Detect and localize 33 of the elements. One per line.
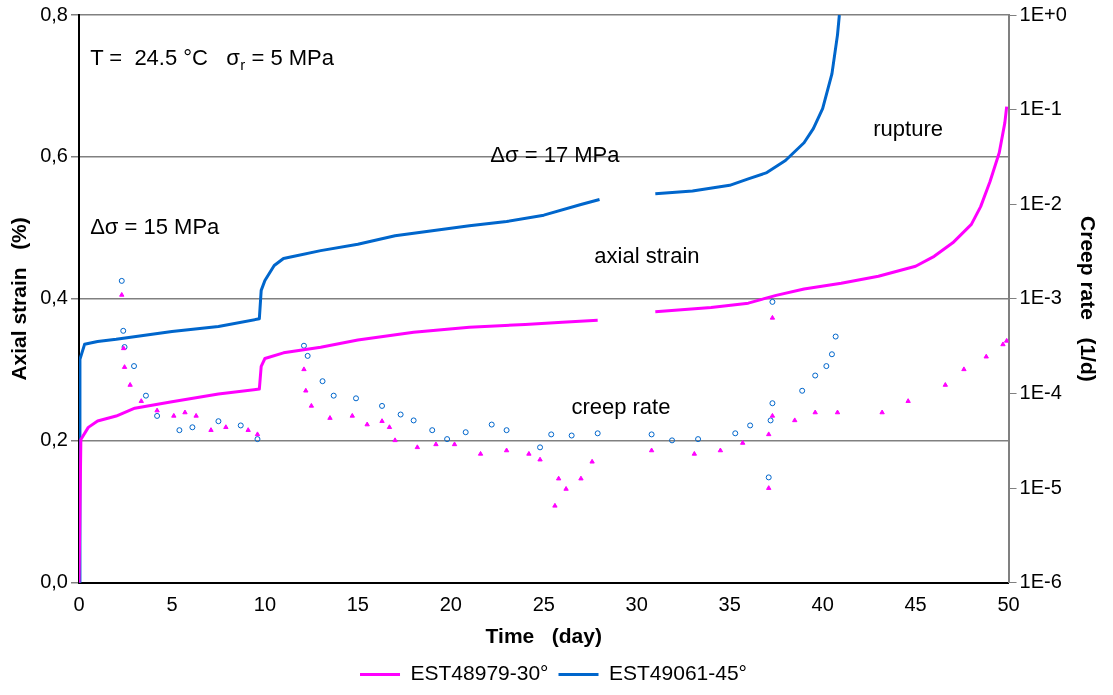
y2-tick-label: 1E-3 <box>1019 286 1062 309</box>
y2-tick-label: 1E-1 <box>1019 97 1062 120</box>
x-tick-label: 45 <box>904 593 927 616</box>
y2-tick-label: 1E+0 <box>1019 2 1067 25</box>
x-tick-label: 15 <box>346 593 369 616</box>
y2-tick-label: 1E-4 <box>1019 381 1062 404</box>
x-tick-label: 40 <box>811 593 834 616</box>
y-tick-label: 0,2 <box>40 428 68 451</box>
y-tick-label: 0,0 <box>40 570 68 593</box>
x-tick-label: 25 <box>532 593 555 616</box>
annotation: rupture <box>873 115 944 141</box>
x-tick-label: 30 <box>625 593 648 616</box>
annotation: axial strain <box>594 242 700 268</box>
annotation: Δσ = 17 MPa <box>490 141 621 167</box>
x-tick-label: 35 <box>718 593 741 616</box>
x-tick-label: 0 <box>73 593 85 616</box>
x-tick-label: 20 <box>439 593 462 616</box>
y2-tick-label: 1E-2 <box>1019 191 1062 214</box>
y2-tick-label: 1E-6 <box>1019 570 1062 593</box>
legend-label: EST48979-30° <box>410 661 549 685</box>
y-tick-label: 0,4 <box>40 286 68 309</box>
x-tick-label: 10 <box>253 593 277 616</box>
x-axis-title: Time (day) <box>485 624 602 648</box>
y-axis-title: Axial strain (%) <box>7 217 31 381</box>
annotation: creep rate <box>571 393 671 419</box>
y-tick-label: 0,8 <box>40 2 68 25</box>
y2-axis-title: Creep rate (1/d) <box>1076 216 1100 382</box>
legend-label: EST49061-45° <box>609 661 747 685</box>
x-tick-label: 5 <box>166 593 178 616</box>
x-tick-label: 50 <box>997 593 1020 616</box>
annotation: Δσ = 15 MPa <box>90 213 221 239</box>
y-tick-label: 0,6 <box>40 144 68 167</box>
y2-tick-label: 1E-5 <box>1019 475 1062 498</box>
